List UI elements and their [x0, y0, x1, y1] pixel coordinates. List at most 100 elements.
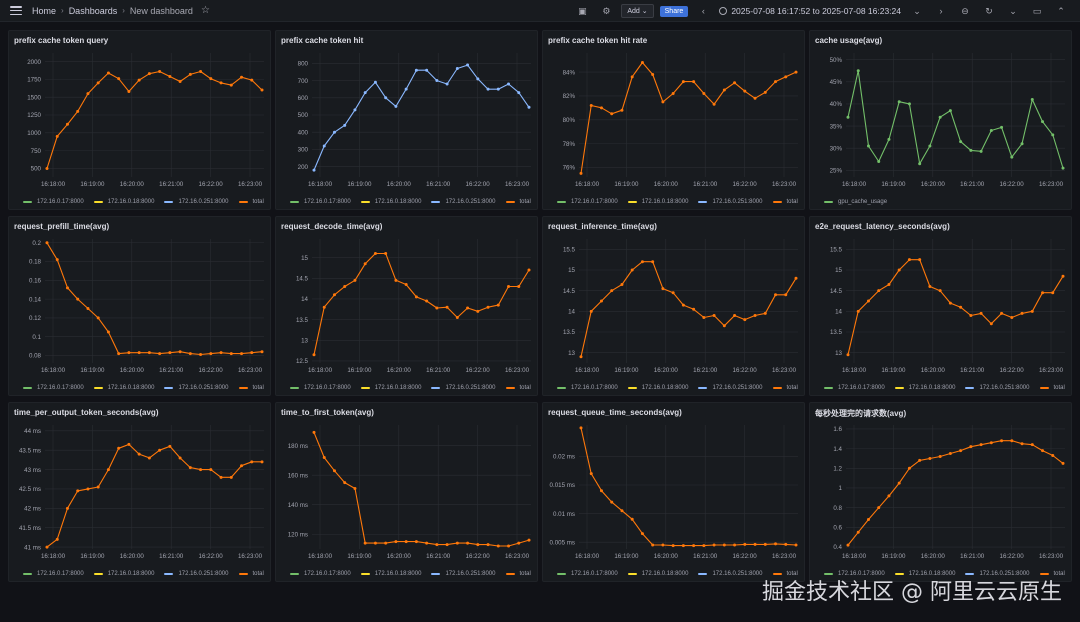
tv-mode-icon[interactable]: ▭: [1032, 5, 1042, 16]
chevron-left-icon[interactable]: ‹: [701, 6, 705, 16]
data-point[interactable]: [1041, 120, 1045, 124]
data-point[interactable]: [866, 517, 870, 521]
data-point[interactable]: [979, 149, 983, 153]
data-point[interactable]: [343, 123, 347, 127]
data-point[interactable]: [948, 109, 952, 113]
data-point[interactable]: [466, 541, 470, 545]
legend-item[interactable]: 172.16.0.17:8000: [824, 571, 885, 577]
data-point[interactable]: [928, 456, 932, 460]
data-point[interactable]: [414, 540, 418, 544]
data-point[interactable]: [692, 80, 696, 84]
data-point[interactable]: [414, 68, 418, 72]
data-point[interactable]: [322, 144, 326, 148]
data-point[interactable]: [1051, 454, 1055, 458]
data-point[interactable]: [692, 307, 696, 311]
data-point[interactable]: [373, 80, 377, 84]
data-point[interactable]: [250, 460, 254, 464]
data-point[interactable]: [137, 351, 141, 355]
data-point[interactable]: [784, 293, 788, 297]
data-point[interactable]: [229, 352, 233, 356]
time-range-picker[interactable]: 2025-07-08 16:17:52 to 2025-07-08 16:23:…: [719, 6, 901, 16]
data-point[interactable]: [343, 285, 347, 289]
data-point[interactable]: [620, 108, 624, 112]
data-point[interactable]: [86, 92, 90, 96]
data-point[interactable]: [702, 316, 706, 320]
legend-item[interactable]: 172.16.0.17:8000: [557, 199, 618, 205]
data-point[interactable]: [640, 260, 644, 264]
data-point[interactable]: [722, 324, 726, 328]
data-point[interactable]: [168, 351, 172, 355]
legend-item[interactable]: 172.16.0.251:8000: [164, 571, 229, 577]
data-point[interactable]: [507, 544, 511, 548]
data-point[interactable]: [733, 543, 737, 547]
data-point[interactable]: [763, 311, 767, 315]
data-point[interactable]: [794, 276, 798, 280]
data-point[interactable]: [846, 543, 850, 547]
data-point[interactable]: [661, 100, 665, 104]
data-point[interactable]: [887, 282, 891, 286]
data-point[interactable]: [507, 285, 511, 289]
data-point[interactable]: [959, 305, 963, 309]
data-point[interactable]: [948, 452, 952, 456]
data-point[interactable]: [127, 351, 131, 355]
chart-panel[interactable]: e2e_request_latency_seconds(avg) 13 13.5 14…: [809, 216, 1072, 396]
refresh-icon[interactable]: ↻: [985, 5, 993, 16]
data-point[interactable]: [907, 258, 911, 262]
data-point[interactable]: [322, 455, 326, 459]
data-point[interactable]: [1041, 449, 1045, 453]
data-point[interactable]: [343, 481, 347, 485]
data-point[interactable]: [486, 305, 490, 309]
data-point[interactable]: [158, 352, 162, 356]
data-point[interactable]: [610, 112, 614, 116]
data-point[interactable]: [579, 355, 583, 359]
data-point[interactable]: [117, 352, 121, 356]
add-button[interactable]: Add ⌄: [621, 4, 654, 18]
data-point[interactable]: [610, 500, 614, 504]
legend-item[interactable]: 172.16.0.18:8000: [360, 199, 421, 205]
chart-panel[interactable]: prefix cache token hit 200 300 400 500 600 700…: [275, 30, 538, 210]
data-point[interactable]: [425, 299, 429, 303]
data-point[interactable]: [209, 352, 213, 356]
data-point[interactable]: [599, 489, 603, 493]
data-point[interactable]: [312, 430, 316, 434]
data-point[interactable]: [209, 77, 213, 81]
data-point[interactable]: [527, 268, 531, 272]
data-point[interactable]: [517, 285, 521, 289]
data-point[interactable]: [702, 92, 706, 96]
data-point[interactable]: [404, 282, 408, 286]
legend-item[interactable]: 172.16.0.251:8000: [164, 385, 229, 391]
gear-icon[interactable]: ⚙: [602, 5, 611, 16]
legend-item[interactable]: total: [1039, 571, 1065, 577]
data-point[interactable]: [794, 543, 798, 547]
data-point[interactable]: [229, 475, 233, 479]
data-point[interactable]: [117, 446, 121, 450]
data-point[interactable]: [404, 540, 408, 544]
data-point[interactable]: [168, 444, 172, 448]
data-point[interactable]: [1010, 316, 1014, 320]
chart-panel[interactable]: request_inference_time(avg) 13 13.5 14 14.5 1…: [542, 216, 805, 396]
data-point[interactable]: [188, 352, 192, 356]
legend-item[interactable]: total: [772, 385, 798, 391]
data-point[interactable]: [178, 350, 182, 354]
data-point[interactable]: [651, 543, 655, 547]
data-point[interactable]: [455, 541, 459, 545]
data-point[interactable]: [784, 75, 788, 79]
data-point[interactable]: [445, 543, 449, 547]
data-point[interactable]: [753, 96, 757, 100]
data-point[interactable]: [394, 278, 398, 282]
data-point[interactable]: [846, 115, 850, 119]
data-point[interactable]: [527, 538, 531, 542]
data-point[interactable]: [209, 468, 213, 472]
data-point[interactable]: [640, 61, 644, 65]
data-point[interactable]: [332, 469, 336, 473]
data-point[interactable]: [969, 148, 973, 152]
data-point[interactable]: [332, 130, 336, 134]
data-point[interactable]: [753, 542, 757, 546]
data-point[interactable]: [599, 299, 603, 303]
data-point[interactable]: [897, 268, 901, 272]
legend-item[interactable]: total: [1039, 385, 1065, 391]
legend-item[interactable]: 172.16.0.17:8000: [23, 199, 84, 205]
data-point[interactable]: [117, 77, 121, 81]
data-point[interactable]: [96, 81, 100, 85]
data-point[interactable]: [856, 69, 860, 73]
